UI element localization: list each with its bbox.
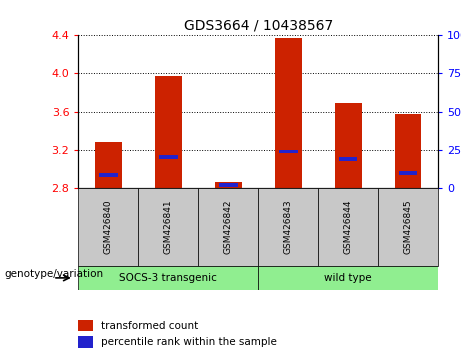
Bar (378, 188, 438, 266)
Bar (78, 336, 94, 348)
Bar (159, 155, 177, 159)
Text: SOCS-3 transgenic: SOCS-3 transgenic (119, 273, 217, 283)
Text: transformed count: transformed count (100, 321, 198, 331)
Bar (258, 266, 438, 290)
Bar (219, 183, 237, 187)
Bar (275, 38, 301, 188)
Bar (78, 266, 258, 290)
Text: GSM426841: GSM426841 (164, 199, 173, 254)
Bar (95, 142, 122, 188)
Bar (258, 188, 318, 266)
Bar (339, 157, 357, 161)
Bar (279, 149, 297, 153)
Text: GSM426845: GSM426845 (403, 199, 413, 254)
Text: genotype/variation: genotype/variation (5, 269, 104, 279)
Text: GSM426840: GSM426840 (104, 199, 113, 254)
Bar (78, 188, 138, 266)
Bar (335, 103, 361, 188)
Bar (198, 188, 258, 266)
Bar (78, 320, 94, 331)
Text: wild type: wild type (324, 273, 372, 283)
Text: percentile rank within the sample: percentile rank within the sample (100, 337, 277, 347)
Bar (155, 76, 182, 188)
Bar (318, 188, 378, 266)
Bar (399, 171, 417, 175)
Bar (138, 188, 198, 266)
Text: GSM426842: GSM426842 (224, 199, 233, 254)
Bar (99, 173, 118, 177)
Text: GSM426844: GSM426844 (343, 199, 353, 254)
Text: GSM426843: GSM426843 (284, 199, 293, 254)
Bar (395, 114, 421, 188)
Bar (215, 182, 242, 188)
Title: GDS3664 / 10438567: GDS3664 / 10438567 (183, 19, 333, 33)
